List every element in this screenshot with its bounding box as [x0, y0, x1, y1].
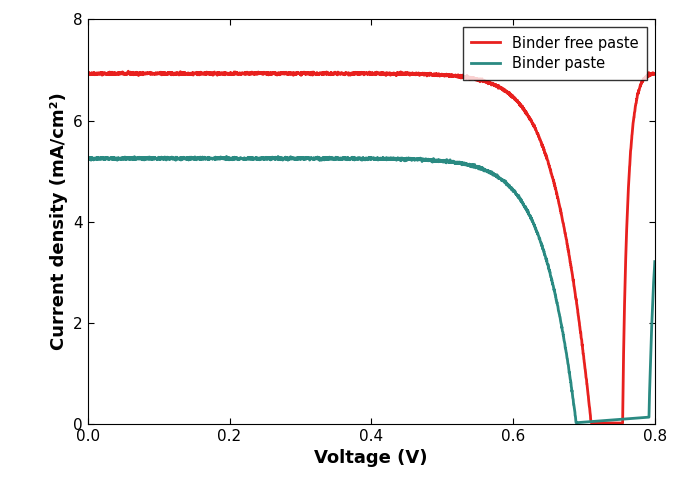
Binder free paste [84, 70, 92, 76]
Binder free paste [229, 72, 237, 77]
Binder paste [665, 163, 673, 169]
Binder paste [567, 381, 575, 387]
Binder paste [275, 156, 284, 162]
Binder free paste [618, 420, 626, 426]
Binder paste [572, 420, 580, 426]
Binder paste [84, 157, 92, 163]
Binder free paste [665, 71, 673, 76]
Y-axis label: Current density (mA/cm²): Current density (mA/cm²) [49, 93, 68, 351]
Line: Binder free paste: Binder free paste [88, 71, 669, 423]
Binder paste [664, 164, 672, 169]
Binder paste [152, 155, 160, 161]
X-axis label: Voltage (V): Voltage (V) [315, 449, 428, 467]
Binder paste [131, 155, 139, 161]
Legend: Binder free paste, Binder paste: Binder free paste, Binder paste [462, 27, 647, 80]
Line: Binder paste: Binder paste [88, 156, 669, 423]
Binder free paste [418, 71, 426, 76]
Binder paste [150, 155, 158, 161]
Binder free paste [423, 73, 431, 78]
Binder free paste [317, 71, 325, 76]
Binder free paste [124, 68, 132, 74]
Binder free paste [533, 130, 541, 135]
Binder free paste [180, 71, 188, 77]
Binder paste [223, 153, 231, 159]
